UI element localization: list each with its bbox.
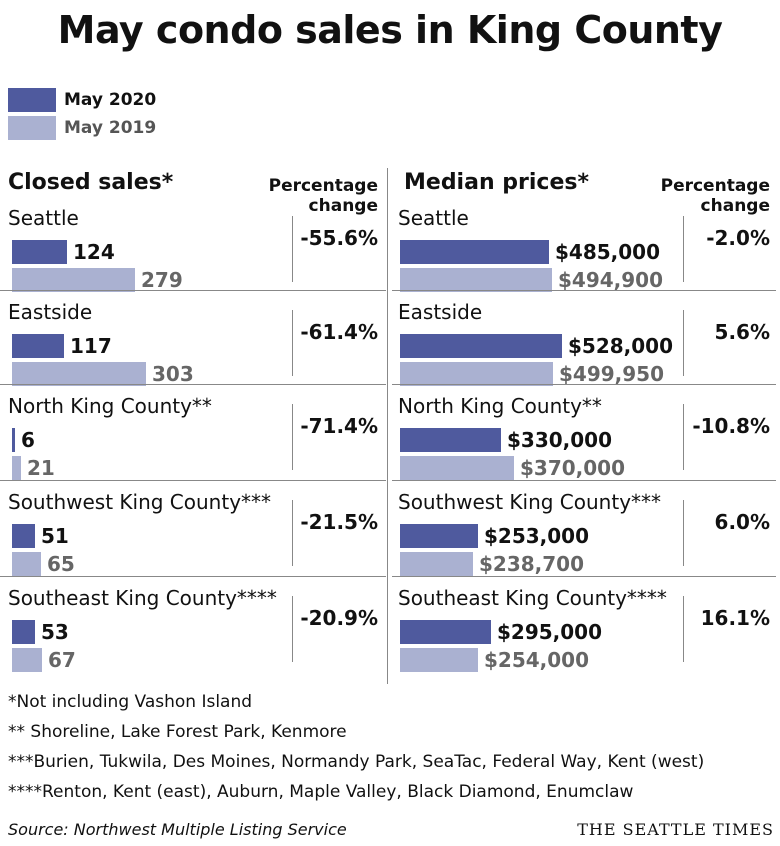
region-label: Southwest King County*** [8, 490, 272, 514]
region-label: Eastside [398, 300, 483, 324]
value-label-2019: 65 [47, 552, 75, 576]
region-label: Seattle [8, 206, 79, 230]
value-label-2020: $330,000 [507, 428, 613, 452]
pct-header: change [700, 196, 770, 216]
row-separator [0, 480, 386, 481]
value-label-2019: $370,000 [520, 456, 626, 480]
percentage-change: -20.9% [300, 606, 378, 630]
chart-title: May condo sales in King County [57, 8, 723, 52]
bar-may-2020 [400, 334, 562, 358]
bar-may-2019 [400, 362, 553, 386]
value-label-2020: 53 [41, 620, 69, 644]
legend-label-prior: May 2019 [64, 118, 157, 138]
pct-divider [683, 404, 684, 470]
bar-may-2020 [12, 524, 35, 548]
pct-divider [292, 500, 293, 566]
bar-may-2020 [12, 620, 35, 644]
pct-divider [292, 216, 293, 282]
legend-swatch-prior [8, 116, 56, 140]
region-label: Southwest King County*** [398, 490, 662, 514]
bar-may-2020 [400, 524, 478, 548]
pct-divider [292, 404, 293, 470]
value-label-2019: 279 [141, 268, 183, 292]
value-label-2020: 117 [70, 334, 112, 358]
row-separator [0, 576, 386, 577]
row-separator [392, 290, 776, 291]
panel-title: Closed sales* [8, 170, 174, 195]
pct-header: Percentage [268, 176, 378, 196]
row-separator [392, 480, 776, 481]
panel-title: Median prices* [404, 170, 589, 195]
pct-divider [683, 216, 684, 282]
legend-label-current: May 2020 [64, 90, 157, 110]
region-label: Southeast King County**** [398, 586, 667, 610]
footnote: ** Shoreline, Lake Forest Park, Kenmore [8, 722, 347, 742]
value-label-2020: 51 [41, 524, 69, 548]
bar-may-2019 [12, 648, 42, 672]
row-separator [0, 384, 386, 385]
percentage-change: -10.8% [692, 414, 770, 438]
value-label-2020: 124 [73, 240, 115, 264]
publisher-logo: THE SEATTLE TIMES [577, 820, 774, 839]
legend-item-prior: May 2019 [8, 114, 156, 142]
percentage-change: -55.6% [300, 226, 378, 250]
bar-may-2020 [12, 428, 15, 452]
pct-header: Percentage [660, 176, 770, 196]
legend-swatch-current [8, 88, 56, 112]
row-separator [392, 384, 776, 385]
bar-may-2019 [12, 362, 146, 386]
value-label-2019: 303 [152, 362, 194, 386]
value-label-2019: 67 [48, 648, 76, 672]
bar-may-2019 [12, 552, 41, 576]
pct-divider [683, 596, 684, 662]
value-label-2019: 21 [27, 456, 55, 480]
pct-divider [292, 310, 293, 376]
source-note: Source: Northwest Multiple Listing Servi… [8, 820, 347, 839]
bar-may-2019 [400, 552, 473, 576]
pct-header: change [308, 196, 378, 216]
bar-may-2019 [400, 648, 478, 672]
bar-may-2020 [400, 428, 501, 452]
percentage-change: -61.4% [300, 320, 378, 344]
value-label-2020: $295,000 [497, 620, 603, 644]
percentage-change: -21.5% [300, 510, 378, 534]
value-label-2019: $238,700 [479, 552, 585, 576]
value-label-2020: $528,000 [568, 334, 674, 358]
percentage-change: -71.4% [300, 414, 378, 438]
legend: May 2020 May 2019 [8, 86, 156, 142]
region-label: Eastside [8, 300, 93, 324]
region-label: Southeast King County**** [8, 586, 277, 610]
pct-divider [683, 310, 684, 376]
region-label: Seattle [398, 206, 469, 230]
percentage-change: 6.0% [714, 510, 770, 534]
panel-divider [387, 168, 388, 684]
pct-divider [292, 596, 293, 662]
footnote: ***Burien, Tukwila, Des Moines, Normandy… [8, 752, 705, 772]
percentage-change: 5.6% [714, 320, 770, 344]
row-separator [392, 576, 776, 577]
bar-may-2020 [400, 620, 491, 644]
value-label-2019: $499,950 [559, 362, 665, 386]
pct-divider [683, 500, 684, 566]
region-label: North King County** [8, 394, 212, 418]
footnote: ****Renton, Kent (east), Auburn, Maple V… [8, 782, 634, 802]
bar-may-2019 [400, 268, 552, 292]
value-label-2020: $485,000 [555, 240, 661, 264]
row-separator [0, 290, 386, 291]
footnote: *Not including Vashon Island [8, 692, 253, 712]
value-label-2019: $254,000 [484, 648, 590, 672]
legend-item-current: May 2020 [8, 86, 156, 114]
bar-may-2020 [400, 240, 549, 264]
bar-may-2019 [12, 268, 135, 292]
value-label-2020: 6 [21, 428, 35, 452]
percentage-change: -2.0% [706, 226, 770, 250]
value-label-2020: $253,000 [484, 524, 590, 548]
value-label-2019: $494,900 [558, 268, 664, 292]
bar-may-2019 [12, 456, 21, 480]
percentage-change: 16.1% [700, 606, 770, 630]
bar-may-2020 [12, 334, 64, 358]
region-label: North King County** [398, 394, 602, 418]
bar-may-2019 [400, 456, 514, 480]
bar-may-2020 [12, 240, 67, 264]
